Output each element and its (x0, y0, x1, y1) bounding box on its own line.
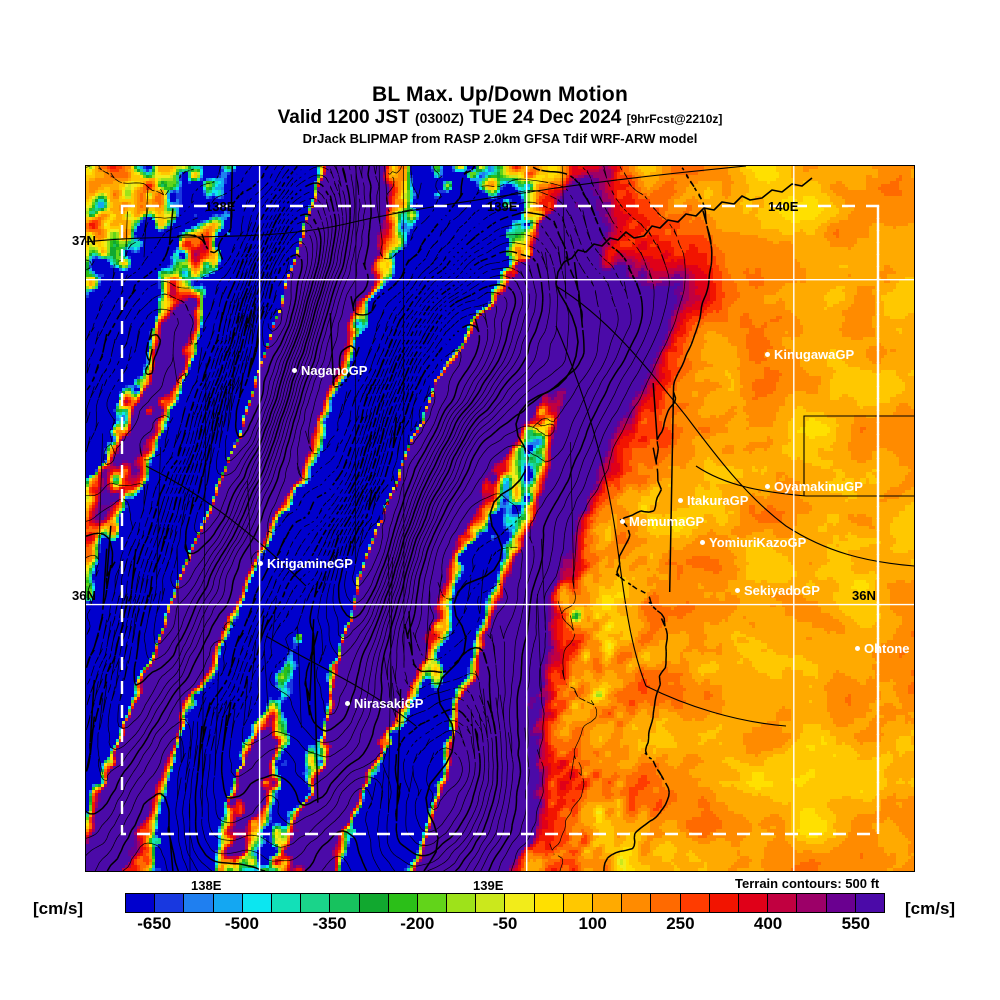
station-dot-icon (392, 875, 397, 881)
colorbar-tick: 400 (753, 914, 783, 933)
station-label: FujiganeGP (401, 870, 474, 886)
vertical-motion-field (86, 166, 914, 871)
colorbar-tick: -350 (312, 914, 347, 933)
terrain-contours (86, 166, 713, 871)
colorbar-segment (184, 894, 214, 912)
colorbar-tick: -50 (492, 914, 518, 933)
colorbar-tick: -500 (224, 914, 259, 933)
graticule (86, 166, 914, 871)
colorbar-segment (709, 894, 739, 912)
colorbar-segment (417, 894, 448, 912)
colorbar-segment (388, 894, 418, 912)
valid-time-main: Valid 1200 JST (277, 107, 410, 128)
rivers-and-boundaries (86, 166, 914, 727)
colorbar-segment (622, 894, 652, 912)
colorbar-segment (826, 894, 856, 912)
colorbar[interactable] (125, 893, 885, 913)
map-field-svg (86, 166, 914, 871)
valid-time-date: TUE 24 Dec 2024 (469, 107, 622, 128)
colorbar-segment (505, 894, 535, 912)
colorbar-tick: -650 (137, 914, 172, 933)
colorbar-segment (768, 894, 798, 912)
map-canvas[interactable] (85, 165, 915, 872)
colorbar-unit-left: [cm/s] (33, 899, 84, 918)
coastline (423, 177, 813, 871)
colorbar-unit-right: [cm/s] (905, 899, 956, 918)
colorbar-tick: 250 (666, 914, 695, 933)
forecast-hour-tag: [9hrFcst@2210z] (626, 112, 723, 126)
colorbar-tick: 100 (578, 914, 607, 933)
colorbar-segment (855, 894, 884, 912)
model-source-line: DrJack BLIPMAP from RASP 2.0km GFSA Tdif… (302, 131, 698, 146)
colorbar-segment (534, 894, 564, 912)
colorbar-segment (301, 894, 331, 912)
lon-axis-label: 139E (473, 878, 504, 893)
colorbar-segment (155, 894, 185, 912)
lon-axis-label: 138E (191, 878, 222, 893)
colorbar-tick: -200 (400, 914, 435, 933)
colorbar-segment (126, 894, 156, 912)
colorbar-segment (213, 894, 243, 912)
colorbar-segment (797, 894, 827, 912)
colorbar-segment (447, 894, 477, 912)
colorbar-segment (271, 894, 302, 912)
valid-time-zulu: (0300Z) (414, 110, 464, 126)
valid-time-line: Valid 1200 JST (0300Z) TUE 24 Dec 2024 [… (0, 107, 1000, 130)
terrain-contour-note: Terrain contours: 500 ft (735, 876, 880, 891)
colorbar-segment (738, 894, 769, 912)
colorbar-segment (593, 894, 623, 912)
colorbar-tick: 550 (841, 914, 870, 933)
colorbar-segment (330, 894, 360, 912)
colorbar-segment (476, 894, 506, 912)
colorbar-segment (680, 894, 710, 912)
colorbar-segment (359, 894, 389, 912)
model-domain-box (120, 204, 880, 836)
colorbar-segment (651, 894, 681, 912)
colorbar-segment (242, 894, 272, 912)
colorbar-segment (563, 894, 593, 912)
station-marker-fujiganegp[interactable]: FujiganeGP (392, 870, 473, 884)
page-title: BL Max. Up/Down Motion (372, 83, 628, 106)
title-block: BL Max. Up/Down Motion Valid 1200 JST (0… (0, 84, 1000, 147)
